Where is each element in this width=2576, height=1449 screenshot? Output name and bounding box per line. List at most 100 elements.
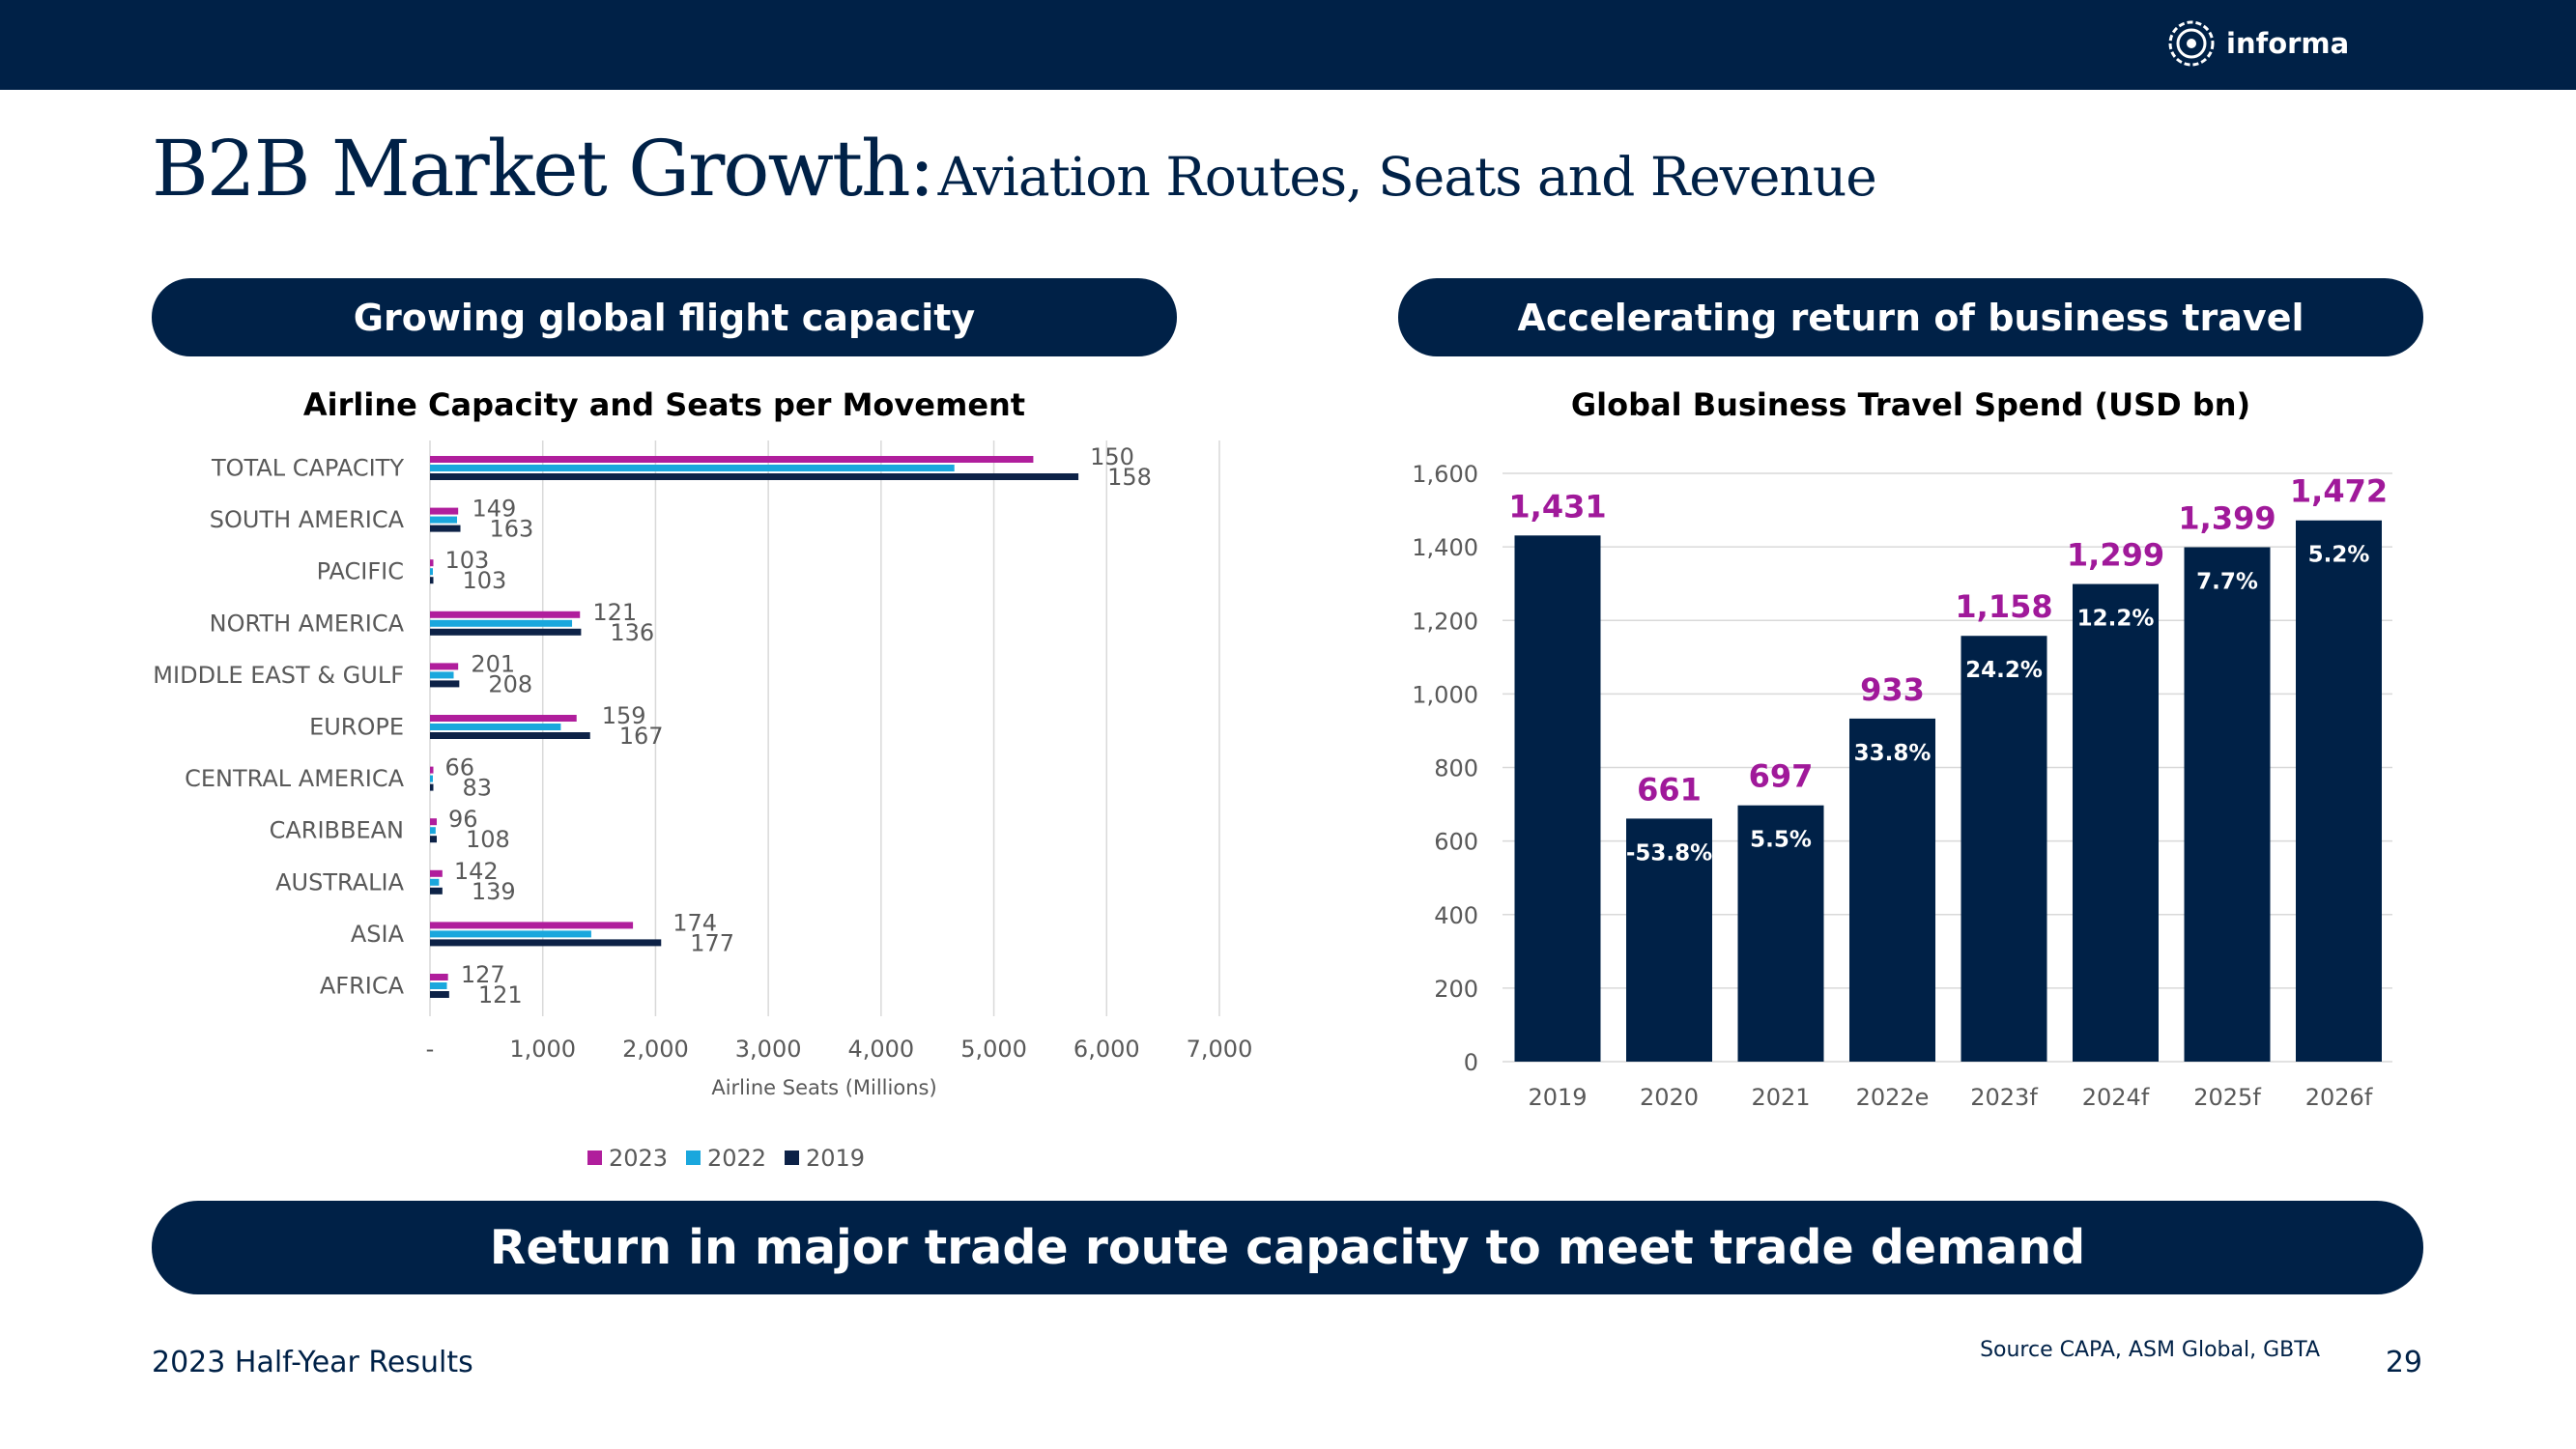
- bar-2022: [430, 930, 591, 938]
- x-tick-label: 2021: [1751, 1084, 1810, 1111]
- value-label: 933: [1860, 671, 1925, 708]
- value-label: 1,472: [2290, 473, 2388, 510]
- y-tick-label: 400: [1434, 902, 1478, 929]
- y-tick-label: 600: [1434, 829, 1478, 856]
- page-number: 29: [2385, 1346, 2422, 1379]
- bar-2023: [430, 715, 577, 722]
- seats-per-movement-label: 163: [490, 516, 534, 543]
- bar-2022: [430, 724, 561, 730]
- seats-per-movement-label: 103: [463, 567, 507, 594]
- x-tick-label: 2,000: [622, 1036, 689, 1063]
- legend-label: 2022: [707, 1145, 766, 1172]
- seats-per-movement-label: 167: [619, 723, 664, 750]
- bar-2022: [430, 775, 433, 782]
- seats-per-movement-label: 208: [488, 670, 532, 697]
- bar-2024f: [2073, 583, 2159, 1062]
- seats-per-movement-label: 159: [602, 702, 646, 729]
- bar-2019: [430, 887, 443, 895]
- seats-per-movement-label: 136: [610, 619, 654, 646]
- bar-2022: [430, 619, 573, 627]
- value-label: 1,431: [1508, 488, 1606, 525]
- x-axis-label: Airline Seats (Millions): [711, 1076, 936, 1099]
- bar-2025f: [2184, 547, 2271, 1062]
- seats-per-movement-label: 121: [592, 599, 637, 626]
- bar-2019: [430, 991, 449, 998]
- growth-label: 5.5%: [1750, 828, 1812, 853]
- value-label: 697: [1749, 758, 1814, 795]
- bar-2023: [430, 869, 443, 877]
- y-tick-label: 1,400: [1412, 534, 1478, 561]
- category-label: EUROPE: [309, 714, 404, 741]
- seats-per-movement-label: 83: [463, 775, 493, 802]
- category-label: PACIFIC: [317, 558, 404, 585]
- bar-2022: [430, 465, 955, 471]
- bar-2019: [430, 836, 438, 843]
- y-tick-label: 800: [1434, 755, 1478, 782]
- bar-2023: [430, 974, 448, 980]
- seats-per-movement-label: 127: [461, 961, 505, 988]
- bar-2022: [430, 982, 447, 989]
- bar-2022: [430, 671, 454, 679]
- seats-per-movement-label: 108: [466, 826, 510, 853]
- growth-label: 33.8%: [1854, 741, 1932, 766]
- growth-label: 12.2%: [2077, 607, 2155, 632]
- x-tick-label: 2026f: [2305, 1084, 2373, 1111]
- bar-2022: [430, 516, 458, 524]
- y-tick-label: 0: [1464, 1049, 1478, 1076]
- bar-2023: [430, 456, 1034, 463]
- informa-logo-icon: [2168, 20, 2215, 67]
- x-tick-label: -: [426, 1036, 435, 1063]
- bar-2023: [430, 507, 459, 515]
- bar-2021: [1737, 805, 1824, 1062]
- x-tick-label: 2024f: [2082, 1084, 2150, 1111]
- bar-2023: [430, 818, 438, 826]
- seats-per-movement-label: 177: [690, 929, 734, 956]
- bar-2023: [430, 611, 581, 618]
- legend-swatch: [785, 1151, 799, 1165]
- legend-label: 2019: [806, 1145, 865, 1172]
- seats-per-movement-label: 149: [472, 496, 517, 523]
- seats-per-movement-label: 139: [472, 878, 516, 905]
- category-label: AUSTRALIA: [275, 868, 404, 895]
- value-label: 661: [1637, 771, 1702, 808]
- brand-logo: informa: [2164, 14, 2349, 73]
- x-tick-label: 2022e: [1856, 1084, 1930, 1111]
- x-tick-label: 5,000: [960, 1036, 1027, 1063]
- bar-2019: [430, 525, 461, 532]
- bottom-banner: Return in major trade route capacity to …: [152, 1201, 2423, 1294]
- legend-label: 2023: [609, 1145, 668, 1172]
- category-label: CENTRAL AMERICA: [185, 765, 404, 792]
- bar-2022: [430, 568, 433, 576]
- bar-2023: [430, 922, 634, 929]
- bar-2022: [430, 827, 436, 835]
- category-label: SOUTH AMERICA: [210, 506, 405, 533]
- page-title-sub: Aviation Routes, Seats and Revenue: [937, 146, 1877, 208]
- page-title: B2B Market Growth: Aviation Routes, Seat…: [152, 130, 1877, 208]
- bar-2023: [430, 766, 434, 774]
- x-tick-label: 7,000: [1187, 1036, 1253, 1063]
- bar-2023: [430, 663, 459, 670]
- bar-2019: [430, 473, 1079, 480]
- bar-2019: [430, 939, 662, 947]
- y-tick-label: 1,200: [1412, 608, 1478, 635]
- seats-per-movement-label: 174: [673, 909, 717, 936]
- bar-2019: [430, 732, 590, 739]
- x-tick-label: 1,000: [509, 1036, 576, 1063]
- value-label: 1,299: [2067, 537, 2164, 574]
- category-label: MIDDLE EAST & GULF: [153, 662, 404, 689]
- growth-label: -53.8%: [1626, 840, 1712, 866]
- seats-per-movement-label: 150: [1090, 443, 1134, 470]
- growth-label: 7.7%: [2196, 570, 2258, 595]
- bar-2023: [430, 559, 434, 567]
- bar-2019: [430, 783, 434, 791]
- bar-2019: [430, 680, 460, 688]
- bar-2019: [1514, 535, 1601, 1062]
- seats-per-movement-label: 103: [445, 547, 490, 574]
- right-section-header: Accelerating return of business travel: [1398, 278, 2423, 356]
- business-travel-spend-chart: 0 200 400 600 800 1,000 1,200 1,400 1,600 1,431 20…: [1412, 461, 2392, 1111]
- growth-label: 5.2%: [2308, 543, 2370, 568]
- y-tick-label: 1,000: [1412, 681, 1478, 708]
- left-section-header: Growing global flight capacity: [152, 278, 1177, 356]
- x-tick-label: 2020: [1640, 1084, 1699, 1111]
- seats-per-movement-label: 96: [448, 806, 478, 833]
